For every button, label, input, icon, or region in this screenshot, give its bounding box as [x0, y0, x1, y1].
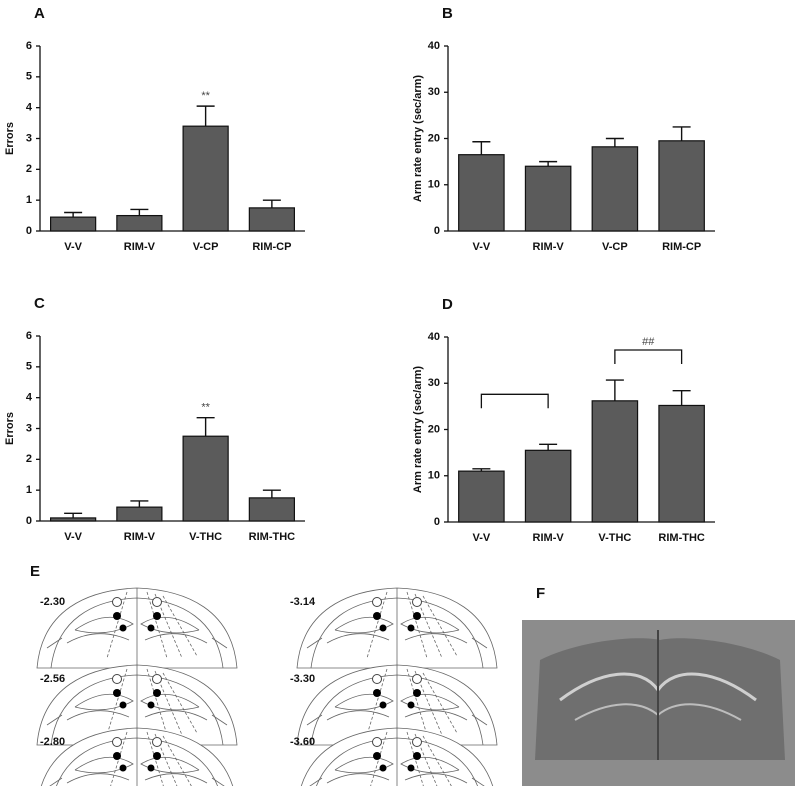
error-bar: [605, 379, 624, 401]
y-tick-label: 30: [428, 377, 440, 389]
error-bar: [262, 199, 281, 208]
y-tick-label: 6: [26, 40, 32, 52]
panel-f: F: [522, 585, 795, 786]
x-tick-label: RIM-CP: [252, 241, 291, 253]
x-tick-label: RIM-THC: [658, 532, 704, 544]
y-tick-label: 0: [434, 516, 440, 528]
bar: [116, 214, 163, 232]
y-tick-label: 3: [26, 422, 32, 434]
y-tick-label: 0: [26, 225, 32, 237]
error-bar: [472, 468, 491, 472]
section-label: -2.56: [40, 673, 65, 685]
bar: [658, 404, 705, 523]
error-bar: [539, 160, 558, 167]
error-bar: [64, 211, 83, 218]
significance-bracket: [480, 393, 549, 409]
section-label: -2.80: [40, 736, 65, 748]
significance-bracket: [614, 349, 683, 365]
y-axis-label: Arm rate entry (sec/arm): [412, 366, 424, 494]
y-tick-label: 2: [26, 163, 32, 175]
x-tick-label: V-THC: [189, 531, 222, 543]
error-bar: [130, 208, 149, 216]
error-bar: [196, 417, 215, 437]
error-bar: [64, 512, 83, 518]
bar: [49, 216, 97, 232]
error-bar: [196, 105, 215, 127]
bar: [524, 449, 572, 523]
significance-label: ##: [642, 336, 655, 348]
y-axis-label: Errors: [4, 412, 16, 445]
section-label: -3.14: [290, 596, 316, 608]
y-tick-label: 1: [26, 194, 32, 206]
y-axis-label: Errors: [4, 122, 16, 155]
y-tick-label: 5: [26, 361, 32, 373]
y-tick-label: 20: [428, 423, 440, 435]
bar: [182, 125, 229, 232]
bar: [248, 207, 296, 232]
x-tick-label: V-V: [473, 241, 491, 253]
bar: [49, 517, 97, 522]
error-bar: [130, 500, 149, 508]
bar: [591, 400, 639, 523]
bar: [248, 497, 296, 522]
x-tick-label: V-CP: [193, 241, 219, 253]
y-tick-label: 20: [428, 132, 440, 144]
bar: [658, 140, 705, 232]
error-bar: [262, 489, 281, 498]
error-bar: [539, 443, 558, 451]
x-tick-label: RIM-V: [533, 532, 565, 544]
y-tick-label: 10: [428, 179, 440, 191]
y-tick-label: 40: [428, 40, 440, 52]
bar: [524, 165, 572, 232]
x-tick-label: RIM-CP: [662, 241, 701, 253]
bar: [182, 435, 229, 522]
error-bar: [472, 141, 491, 155]
error-bar: [605, 137, 624, 147]
panel-label: F: [536, 585, 545, 602]
section-label: -2.30: [40, 596, 65, 608]
bar: [116, 506, 163, 522]
x-tick-label: V-V: [64, 531, 82, 543]
tissue: [535, 638, 785, 760]
bar: [458, 470, 505, 523]
section-label: -3.60: [290, 736, 315, 748]
x-tick-label: RIM-V: [533, 241, 565, 253]
error-bar: [672, 126, 691, 141]
x-tick-label: RIM-V: [124, 241, 156, 253]
x-tick-label: RIM-THC: [249, 531, 295, 543]
x-tick-label: V-CP: [602, 241, 628, 253]
x-tick-label: V-V: [473, 532, 491, 544]
y-tick-label: 0: [434, 225, 440, 237]
y-axis-label: Arm rate entry (sec/arm): [412, 75, 424, 203]
panel-label: C: [34, 295, 45, 312]
significance-label: **: [201, 90, 210, 102]
bar: [458, 154, 505, 232]
section-label: -3.30: [290, 673, 315, 685]
significance-label: **: [201, 402, 210, 414]
x-tick-label: V-THC: [598, 532, 631, 544]
x-tick-label: V-V: [64, 241, 82, 253]
panel-label: E: [30, 563, 40, 580]
y-tick-label: 1: [26, 484, 32, 496]
error-bar: [672, 389, 691, 406]
y-tick-label: 6: [26, 330, 32, 342]
y-tick-label: 40: [428, 331, 440, 343]
y-tick-label: 30: [428, 86, 440, 98]
y-tick-label: 10: [428, 470, 440, 482]
panel-e: E -2.30 -2.56 -2.80 -3.14 -3.30 -3.60: [30, 563, 498, 786]
panel-label: B: [442, 5, 453, 22]
brain-section: [36, 587, 238, 669]
y-tick-label: 2: [26, 453, 32, 465]
bar: [591, 146, 639, 232]
y-tick-label: 4: [26, 392, 33, 404]
y-tick-label: 0: [26, 515, 32, 527]
panel-label: D: [442, 296, 453, 313]
y-tick-label: 4: [26, 102, 33, 114]
panel-label: A: [34, 5, 45, 22]
y-tick-label: 5: [26, 71, 32, 83]
x-tick-label: RIM-V: [124, 531, 156, 543]
brain-section: [296, 587, 498, 669]
y-tick-label: 3: [26, 132, 32, 144]
